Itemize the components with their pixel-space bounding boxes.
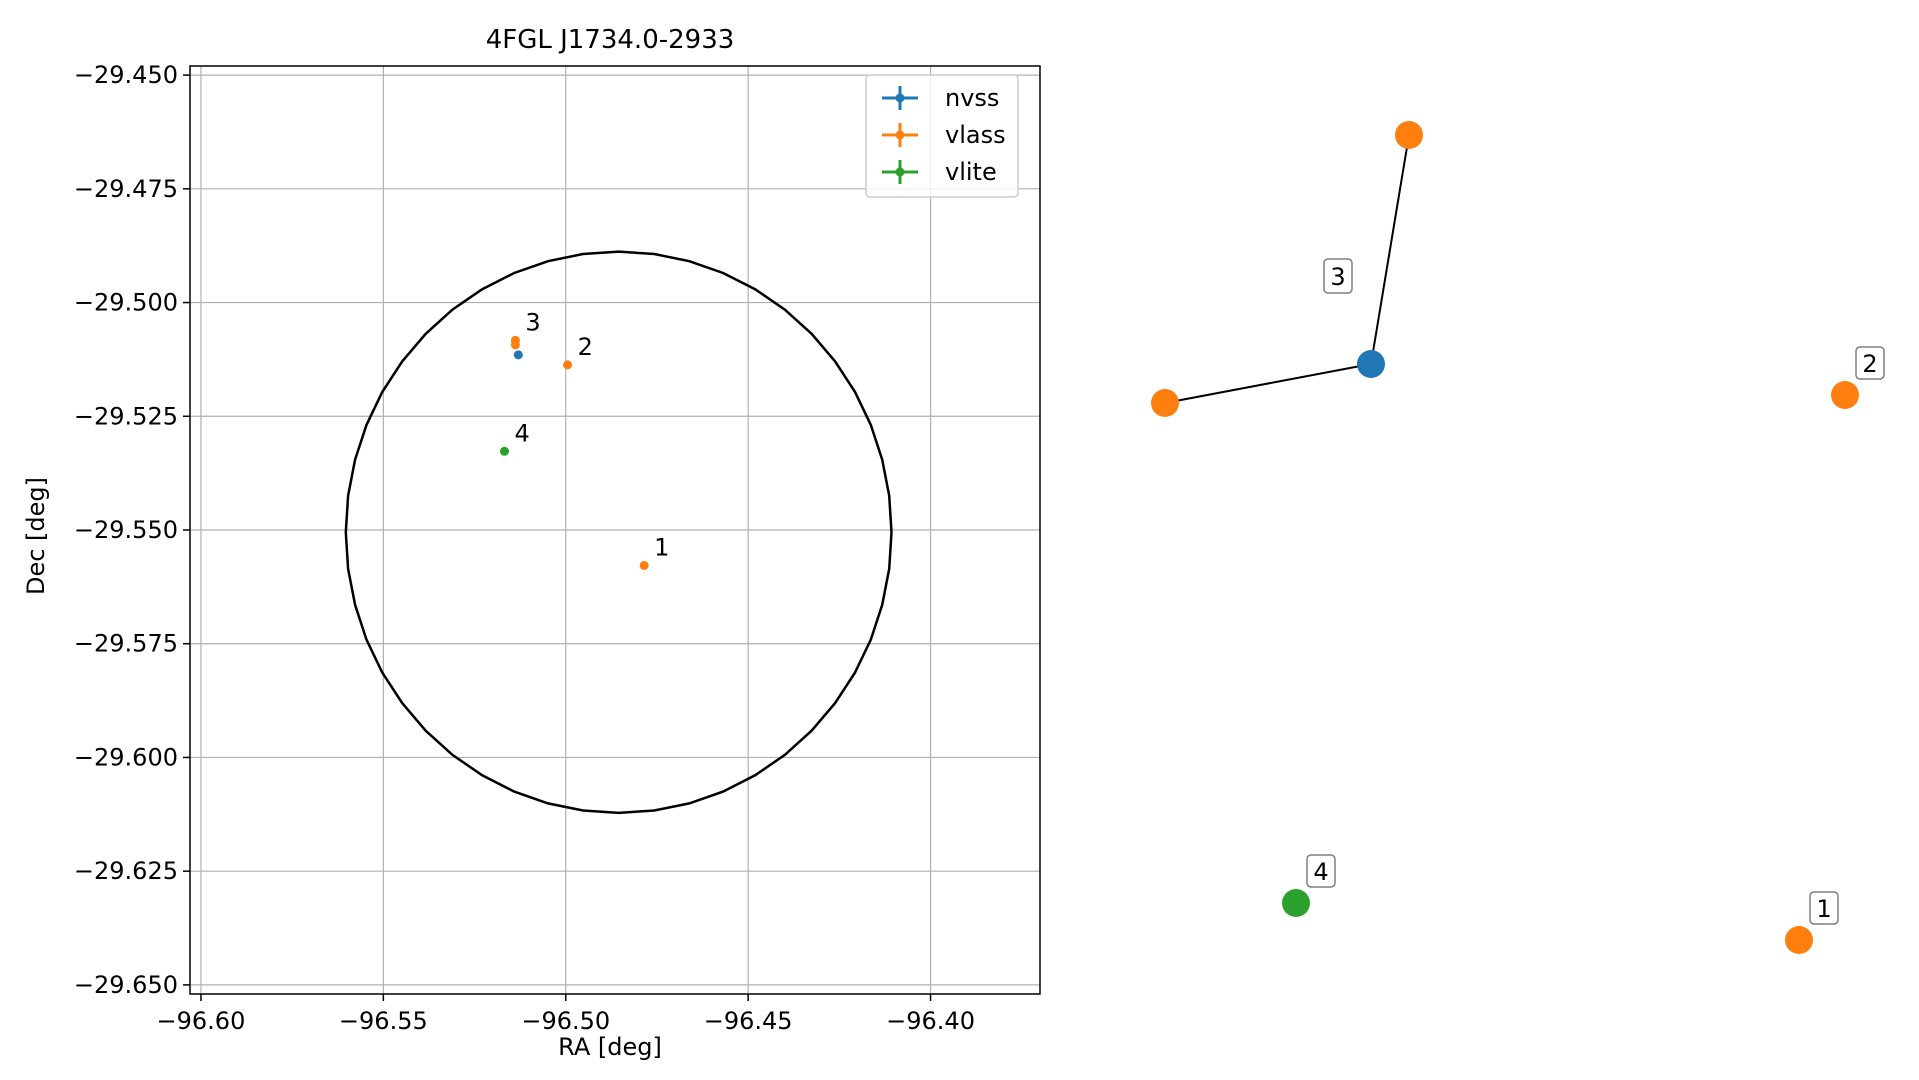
y-tick-label: −29.650 <box>74 971 178 999</box>
graph-node-labels: 1 2 4 <box>1306 346 1885 925</box>
x-axis-ticks: −96.60 −96.55 −96.50 −96.45 −96.40 <box>157 994 975 1035</box>
y-tick-label: −29.625 <box>74 857 178 885</box>
y-axis-ticks: −29.450 −29.475 −29.500 −29.525 −29.550 −29.5… <box>74 61 190 999</box>
x-tick-label: −96.45 <box>704 1007 793 1035</box>
graph-edge-label: 3 <box>1330 263 1345 291</box>
point-annotation: 4 <box>514 419 529 447</box>
graph-node-label-box <box>1809 891 1839 925</box>
graph-node-v3a <box>1395 121 1423 149</box>
y-tick-label: −29.550 <box>74 516 178 544</box>
graph-node-v2 <box>1831 381 1859 409</box>
graph-nodes <box>1151 121 1859 954</box>
graph-node-vlite <box>1282 889 1310 917</box>
y-tick-label: −29.575 <box>74 630 178 658</box>
y-tick-label: −29.450 <box>74 61 178 89</box>
data-point-vlite <box>499 446 509 456</box>
graph-edges <box>1164 134 1410 404</box>
network-graph: 1 2 4 3 <box>1151 121 1885 954</box>
y-tick-label: −29.475 <box>74 175 178 203</box>
data-points <box>499 335 649 570</box>
graph-edge-labels: 3 <box>1323 258 1353 294</box>
scatter-chart: 4FGL J1734.0-2933 1 2 3 4 −96.60 −96.55 −96.5… <box>22 25 1041 1061</box>
graph-node-label-box <box>1306 854 1336 888</box>
graph-node-label: 2 <box>1862 350 1877 378</box>
data-point-nvss <box>513 350 523 360</box>
data-point-vlass <box>639 560 649 570</box>
grid <box>190 66 1040 994</box>
graph-node-label: 4 <box>1313 858 1328 886</box>
x-tick-label: −96.40 <box>886 1007 975 1035</box>
legend-marker-dot <box>895 130 905 140</box>
y-axis-label: Dec [deg] <box>22 477 50 595</box>
data-point-vlass <box>510 340 520 350</box>
y-tick-label: −29.525 <box>74 402 178 430</box>
x-tick-label: −96.60 <box>157 1007 246 1035</box>
point-annotation: 1 <box>654 533 669 561</box>
y-tick-label: −29.500 <box>74 289 178 317</box>
graph-node-label: 1 <box>1816 895 1831 923</box>
legend-label-nvss: nvss <box>945 84 999 112</box>
point-annotations: 1 2 3 4 <box>514 308 669 561</box>
data-point-vlass <box>563 360 573 370</box>
graph-edge <box>1164 363 1372 404</box>
graph-node-v1 <box>1785 926 1813 954</box>
uncertainty-ellipse-line <box>344 250 893 815</box>
legend: nvss vlass vlite <box>865 74 1019 198</box>
chart-title: 4FGL J1734.0-2933 <box>486 25 735 55</box>
graph-node-v3b <box>1151 389 1179 417</box>
graph-node-nvss <box>1357 350 1385 378</box>
x-axis-label: RA [deg] <box>558 1033 662 1061</box>
legend-label-vlass: vlass <box>945 121 1006 149</box>
x-tick-label: −96.50 <box>521 1007 610 1035</box>
point-annotation: 2 <box>578 333 593 361</box>
legend-marker-dot <box>895 93 905 103</box>
graph-edge-label-box <box>1323 258 1353 294</box>
graph-edge <box>1370 134 1410 365</box>
legend-box <box>865 74 1019 198</box>
x-tick-label: −96.55 <box>339 1007 428 1035</box>
legend-marker-dot <box>895 167 905 177</box>
legend-label-vlite: vlite <box>945 158 997 186</box>
y-tick-label: −29.600 <box>74 743 178 771</box>
uncertainty-ellipse <box>344 250 893 815</box>
point-annotation: 3 <box>525 308 540 336</box>
graph-node-label-box <box>1855 346 1885 380</box>
